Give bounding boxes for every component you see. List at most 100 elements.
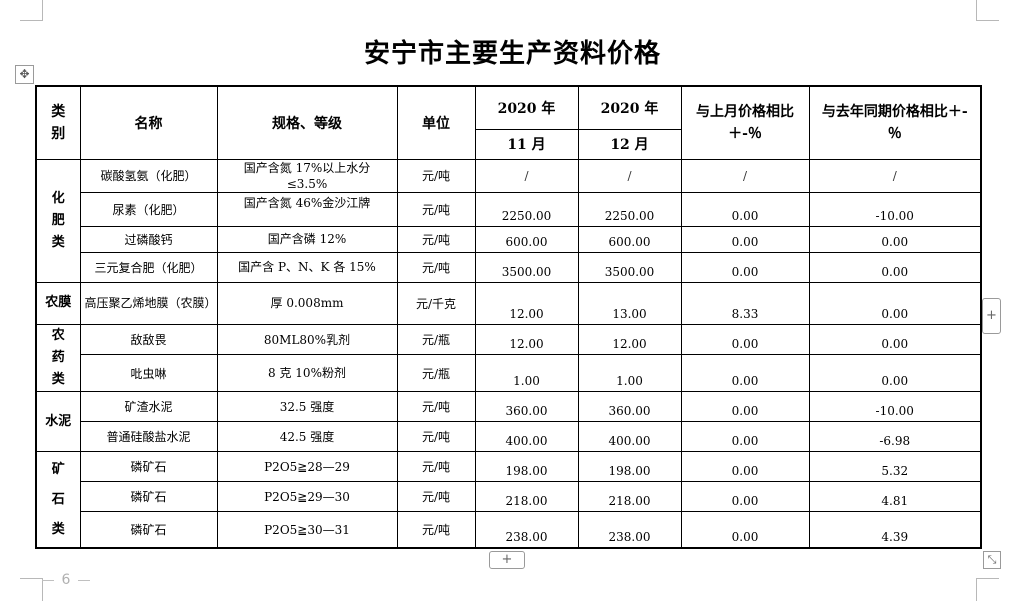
table-row: 化肥类 碳酸氢氨（化肥） 国产含氮 17%以上水分≤3.5% 元/吨 / / /… [35,158,982,283]
table-row: 过磷酸钙 国产含磷 12% 元/吨 600.00 600.00 0.00 0.0… [36,225,982,253]
table-row: 磷矿石 P2O5≧30—31 元/吨 238.00 238.00 0.00 4.… [36,511,982,549]
cell-spec: 32.5 强度 [216,391,398,423]
cell-unit: 元/吨 [396,225,476,253]
cell-spec: P2O5≧28—29 [216,451,398,483]
cell-dec: 1.00 [577,354,682,393]
cell-unit: 元/吨 [396,511,476,549]
cell-mom: / [680,158,810,193]
cell-nov: 400.00 [474,421,579,453]
category-cement: 水泥 [35,391,81,453]
cell-yoy: 5.32 [808,451,982,483]
cell-spec: 国产含磷 12% [216,225,398,253]
cell-name: 碳酸氢氨（化肥） [79,158,218,193]
add-column-button[interactable]: + [982,298,1001,334]
table-row: 尿素（化肥） 国产含氮 46%金沙江牌 元/吨 2250.00 2250.00 … [36,191,982,227]
cell-mom: 0.00 [680,251,810,283]
cell-name: 敌敌畏 [79,323,218,356]
cell-dec: 2250.00 [577,191,682,227]
cell-spec: P2O5≧29—30 [216,481,398,513]
cell-name: 高压聚乙烯地膜（农膜） [79,281,218,325]
cell-name: 三元复合肥（化肥） [79,251,218,283]
cell-spec: 8 克 10%粉剂 [216,354,398,393]
crop-mark-top-right [976,0,999,21]
cell-dec: 218.00 [577,481,682,513]
cell-mom: 0.00 [680,354,810,393]
cell-dec: 13.00 [577,281,682,325]
cell-dec: 600.00 [577,225,682,253]
header-yoy: 与去年同期价格相比＋-％ [808,85,982,160]
cell-yoy: 0.00 [808,225,982,253]
category-ore: 矿石类 [35,451,81,549]
cell-nov: 12.00 [474,323,579,356]
cell-dec: 198.00 [577,451,682,483]
cell-spec: P2O5≧30—31 [216,511,398,549]
header-dec-month: 12 月 [577,128,682,160]
cell-nov: 198.00 [474,451,579,483]
cell-mom: 0.00 [680,191,810,227]
cell-unit: 元/吨 [396,421,476,453]
cell-dec: 12.00 [577,323,682,356]
cell-nov: / [474,158,579,193]
cell-name: 吡虫啉 [79,354,218,393]
cell-nov: 1.00 [474,354,579,393]
category-pesticide: 农药类 [35,323,81,393]
cell-name: 磷矿石 [79,511,218,549]
category-film: 农膜 [35,281,81,325]
cell-mom: 0.00 [680,481,810,513]
table-resize-handle-icon[interactable]: ⤡ [983,551,1001,569]
cell-mom: 0.00 [680,451,810,483]
cell-yoy: -10.00 [808,191,982,227]
price-table: 类别 名称 规格、等级 单位 2020 年 2020 年 与上月价格相比＋-％ … [35,85,982,549]
cell-nov: 12.00 [474,281,579,325]
table-row: 磷矿石 P2O5≧29—30 元/吨 218.00 218.00 0.00 4.… [36,481,982,513]
cell-spec: 80ML80%乳剂 [216,323,398,356]
page-number: 6 [42,572,90,588]
page-number-text: 6 [61,572,71,588]
header-nov-month: 11 月 [474,128,579,160]
header-row-months: 11 月 12 月 [36,128,981,160]
cell-spec: 厚 0.008mm [216,281,398,325]
cell-mom: 0.00 [680,421,810,453]
category-fertilizer: 化肥类 [35,158,81,283]
cell-unit: 元/吨 [396,158,476,193]
cell-unit: 元/吨 [396,191,476,227]
cell-yoy: / [808,158,982,193]
cell-name: 磷矿石 [79,481,218,513]
header-row: 类别 名称 规格、等级 单位 2020 年 2020 年 与上月价格相比＋-％ … [35,85,982,160]
cell-dec: 360.00 [577,391,682,423]
header-spec: 规格、等级 [216,85,398,160]
cell-yoy: 0.00 [808,354,982,393]
header-mom: 与上月价格相比＋-％ [680,85,810,160]
cell-yoy: -6.98 [808,421,982,453]
cell-mom: 0.00 [680,391,810,423]
header-category: 类别 [35,85,81,160]
cell-unit: 元/瓶 [396,323,476,356]
cell-mom: 0.00 [680,225,810,253]
cell-yoy: -10.00 [808,391,982,423]
cell-name: 过磷酸钙 [79,225,218,253]
table-move-handle-icon[interactable]: ✥ [15,65,34,84]
cell-unit: 元/千克 [396,281,476,325]
document-title: 安宁市主要生产资料价格 [363,39,661,69]
cell-yoy: 4.39 [808,511,982,549]
cell-unit: 元/吨 [396,481,476,513]
cell-dec: / [577,158,682,193]
cell-name: 矿渣水泥 [79,391,218,423]
cell-mom: 0.00 [680,511,810,549]
cell-nov: 600.00 [474,225,579,253]
cell-unit: 元/吨 [396,451,476,483]
table-row: 普通硅酸盐水泥 42.5 强度 元/吨 400.00 400.00 0.00 -… [36,421,982,453]
cell-yoy: 0.00 [808,323,982,356]
header-unit: 单位 [396,85,476,160]
header-name: 名称 [79,85,218,160]
cell-mom: 8.33 [680,281,810,325]
cell-dec: 3500.00 [577,251,682,283]
cell-unit: 元/瓶 [396,354,476,393]
crop-mark-bottom-left [20,578,43,601]
cell-dec: 400.00 [577,421,682,453]
cell-nov: 360.00 [474,391,579,423]
add-row-button[interactable]: + [489,551,525,569]
cell-nov: 2250.00 [474,191,579,227]
cell-spec: 国产含 P、N、K 各 15% [216,251,398,283]
cell-name: 尿素（化肥） [79,191,218,227]
